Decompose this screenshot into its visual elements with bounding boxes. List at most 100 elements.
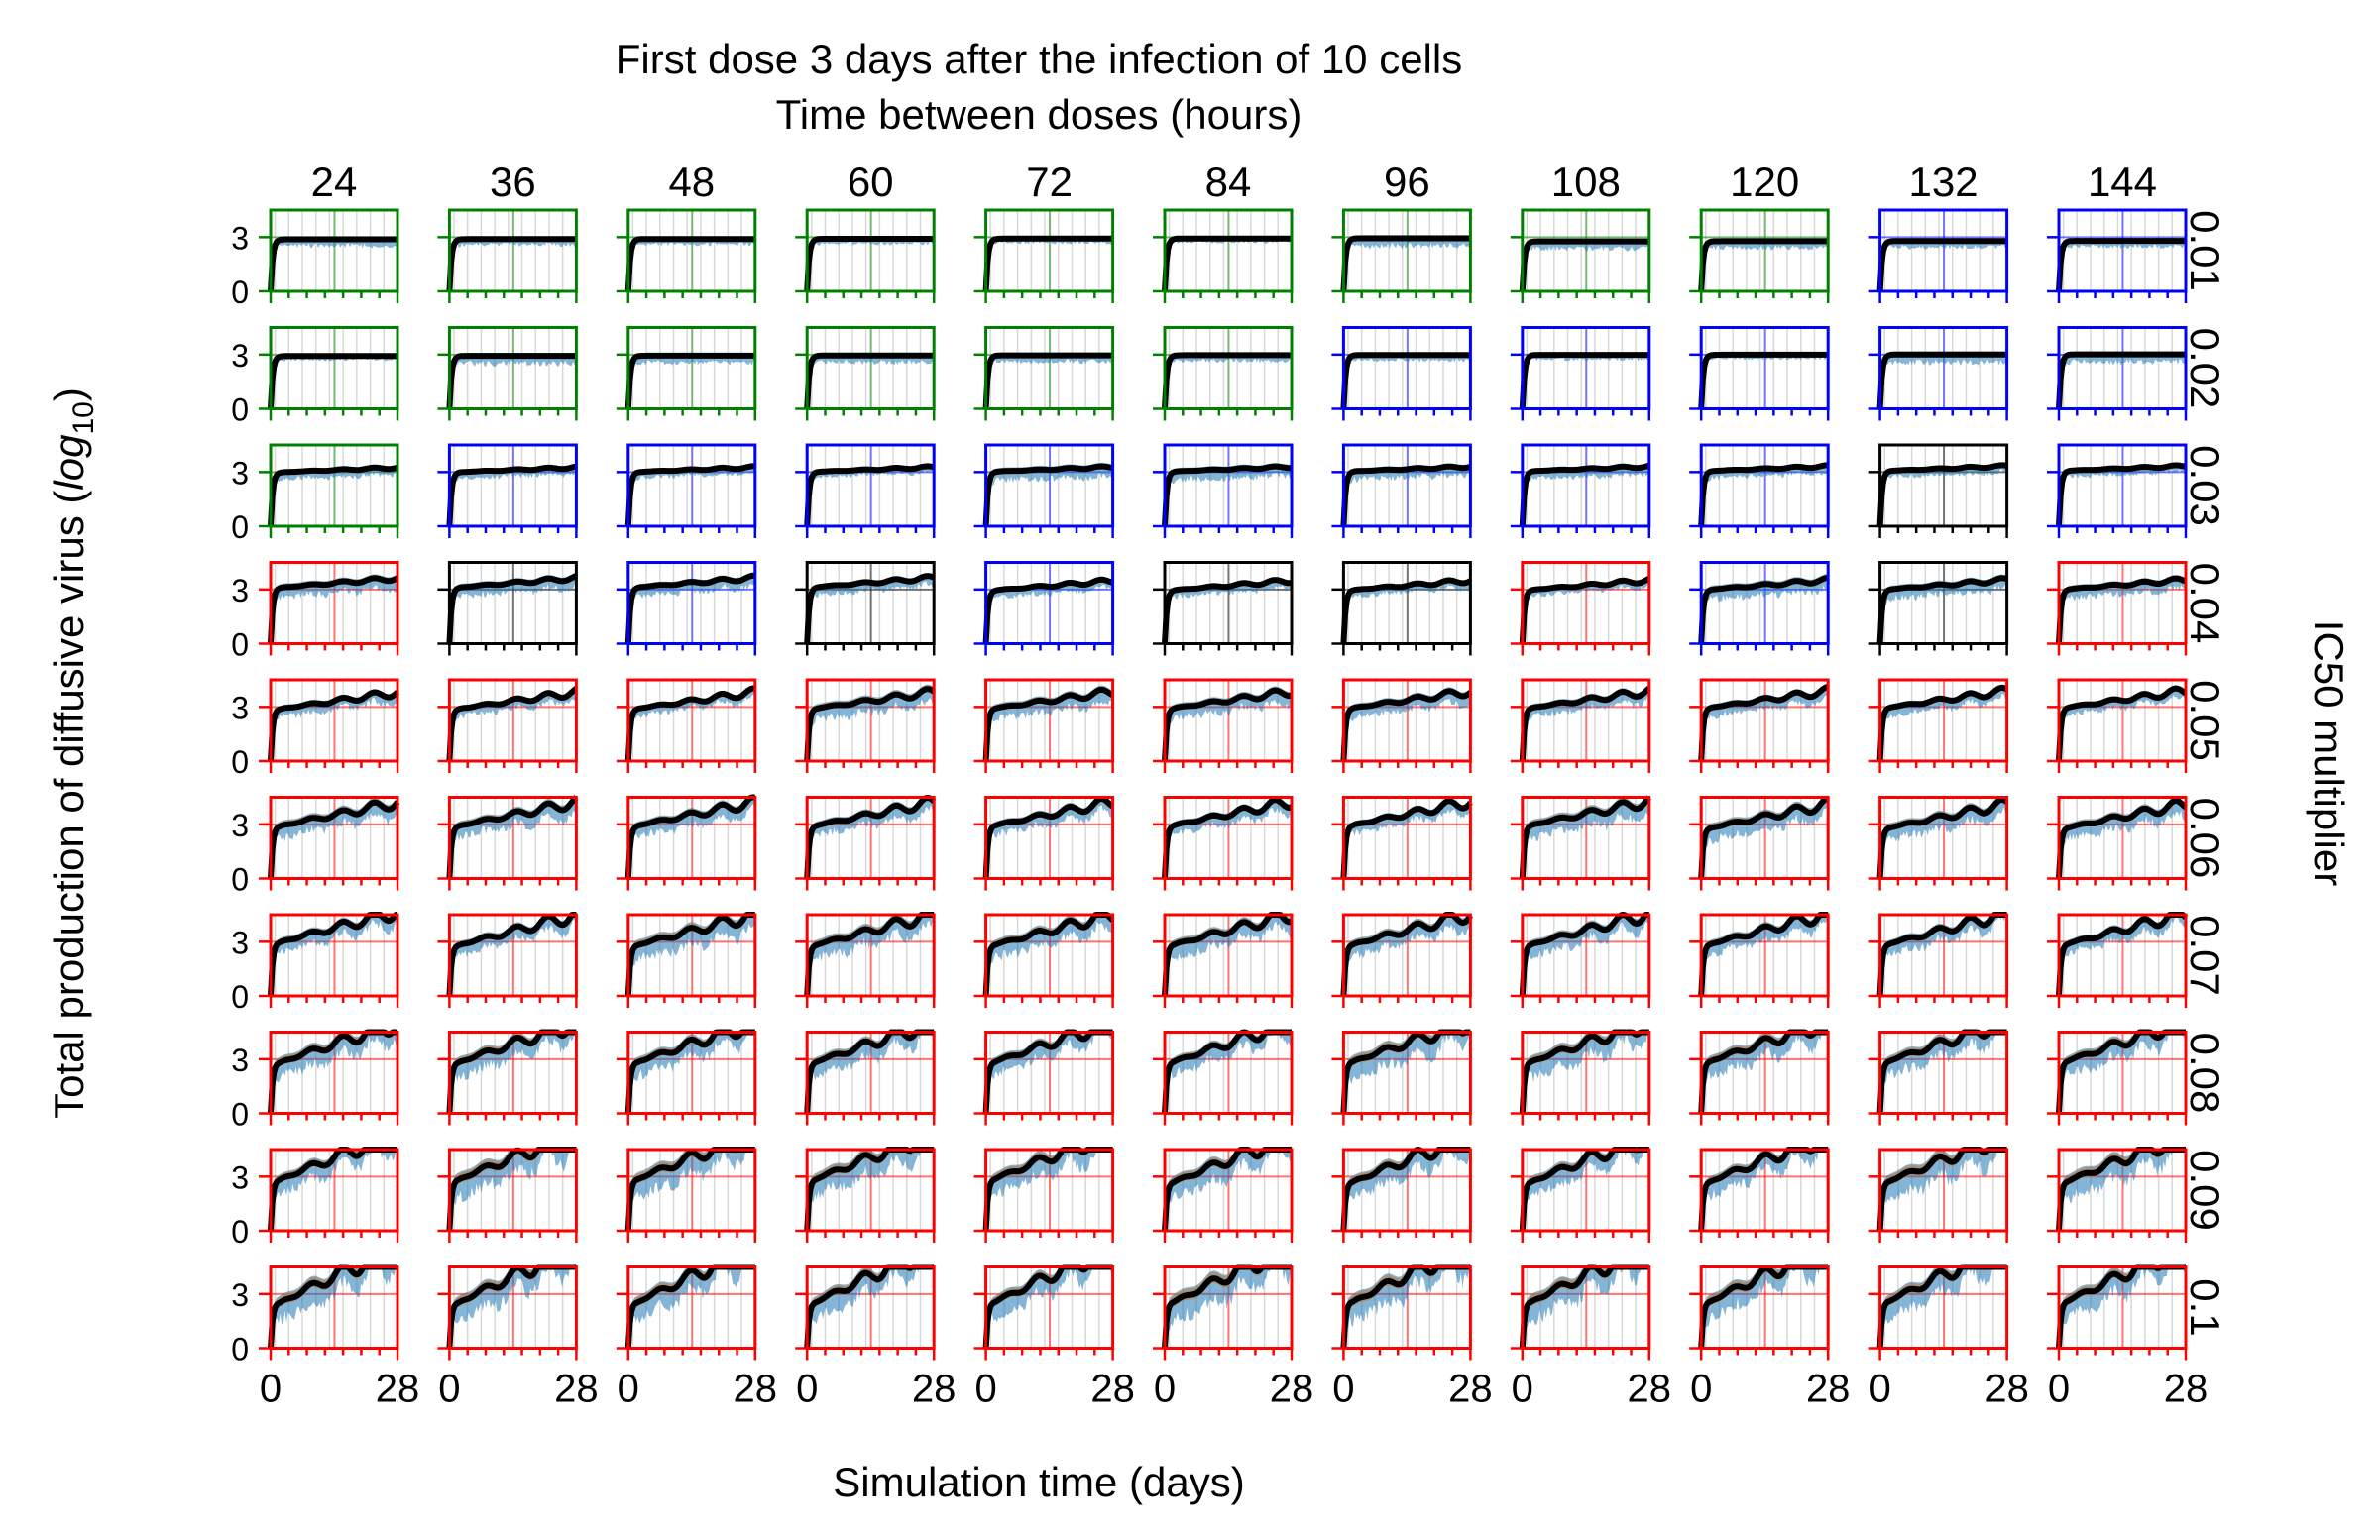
panel-0.1-24: 0 3 0 28 (231, 1264, 419, 1411)
panel-frame (984, 796, 1115, 880)
series-line-median (268, 689, 400, 762)
series-band-blue (2059, 575, 2186, 644)
series-band-blue (1879, 797, 2007, 879)
panel-0.08-72 (973, 1029, 1115, 1126)
series-line-median (624, 1029, 757, 1114)
panel-frame (626, 208, 757, 293)
series-line-median (804, 795, 937, 879)
panel-frame (1521, 208, 1651, 293)
series-band-blue (985, 915, 1113, 996)
panel-frame (447, 796, 578, 880)
panel-0.05-96 (1331, 678, 1473, 773)
row-label-0.05: 0.05 (2182, 680, 2228, 761)
panel-frame (1341, 561, 1472, 645)
series-line-median (804, 236, 936, 292)
series-line-median (1876, 462, 2008, 527)
series-band-blue (1701, 574, 1829, 644)
panel-0.08-36 (437, 1029, 578, 1126)
panel-0.1-120: 0 28 (1689, 1264, 1850, 1411)
panel-0.02-120 (1689, 326, 1830, 421)
column-header-132: 132 (1909, 159, 1979, 205)
panel-frame (1878, 678, 2009, 763)
series-line-median (268, 353, 399, 409)
panel-0.05-144 (2047, 678, 2188, 773)
series-band-orange (2059, 1150, 2186, 1231)
x-tick-label: 0 (974, 1368, 996, 1411)
series-line-median (1162, 797, 1294, 879)
panel-0.1-72: 0 28 (973, 1264, 1135, 1411)
panel-frame (2057, 1031, 2188, 1115)
panel-frame (1699, 1148, 1830, 1233)
panel-0.03-144 (2047, 443, 2188, 538)
panel-0.02-36 (437, 326, 578, 421)
panel-0.01-120 (1689, 208, 1830, 303)
series-line-median (624, 352, 757, 409)
series-line-median (982, 576, 1114, 644)
series-line-median (446, 236, 578, 292)
series-band-orange (807, 1266, 935, 1349)
y-tick-label: 3 (231, 1277, 249, 1313)
panel-0.03-120 (1689, 443, 1830, 538)
series-line-median (624, 236, 757, 292)
panel-0.06-48 (616, 794, 757, 891)
panel-0.06-108 (1510, 795, 1651, 891)
series-line-median (624, 463, 757, 527)
panel-frame (1341, 208, 1472, 293)
y-tick-label: 3 (231, 455, 249, 491)
panel-frame (1699, 561, 1830, 645)
series-line-median (1519, 686, 1651, 762)
series-line-median (1162, 463, 1294, 527)
panel-0.03-60 (795, 443, 936, 538)
panel-frame (1878, 561, 2009, 645)
panel-0.02-108 (1510, 326, 1651, 421)
series-line-median (1340, 463, 1472, 527)
series-line-median (446, 463, 578, 527)
panel-frame (626, 796, 757, 880)
panel-0.04-60 (795, 561, 936, 656)
y-tick-label: 0 (231, 275, 249, 310)
panel-0.04-84 (1153, 561, 1294, 656)
panel-frame (626, 561, 757, 645)
panel-frame (1521, 913, 1651, 998)
panel-0.06-144 (2047, 796, 2188, 891)
x-tick-label: 28 (912, 1368, 957, 1411)
series-line-median (1698, 462, 1830, 527)
panel-0.03-96 (1331, 443, 1472, 538)
panel-0.04-120 (1689, 561, 1830, 656)
panel-0.06-36 (437, 795, 579, 891)
panel-frame (269, 796, 399, 880)
panel-frame (1521, 443, 1651, 528)
panel-0.03-36 (437, 443, 578, 538)
series-band-blue (1165, 353, 1292, 409)
y-tick-label: 3 (231, 808, 249, 843)
series-band-blue (985, 576, 1113, 644)
panel-0.08-24: 03 (231, 1029, 399, 1133)
panel-frame (1341, 1031, 1472, 1115)
x-tick-label: 28 (1090, 1368, 1135, 1411)
series-line-median (624, 572, 757, 644)
series-line-median (446, 353, 578, 409)
panel-0.05-120 (1689, 678, 1830, 773)
series-band-blue (1165, 577, 1292, 644)
series-line-median (982, 463, 1114, 527)
series-band-blue (271, 354, 397, 409)
y-tick-label: 3 (231, 690, 249, 725)
panel-0.02-48 (616, 326, 757, 421)
y-tick-label: 0 (231, 1332, 249, 1368)
panel-frame (447, 326, 578, 410)
panel-0.06-24: 03 (231, 796, 400, 898)
panel-frame (1699, 1031, 1830, 1115)
column-header-84: 84 (1205, 159, 1252, 205)
series-band-orange (2059, 1266, 2186, 1349)
y-tick-label: 3 (231, 1043, 249, 1078)
series-line-median (2056, 685, 2188, 762)
series-band-blue (627, 237, 755, 291)
panel-frame (447, 443, 578, 528)
panel-frame (1341, 796, 1472, 880)
series-line-median (624, 685, 757, 762)
panel-frame (447, 1148, 578, 1233)
y-tick-label: 0 (231, 392, 249, 428)
series-band-blue (985, 1266, 1113, 1349)
panel-frame (805, 1031, 936, 1115)
